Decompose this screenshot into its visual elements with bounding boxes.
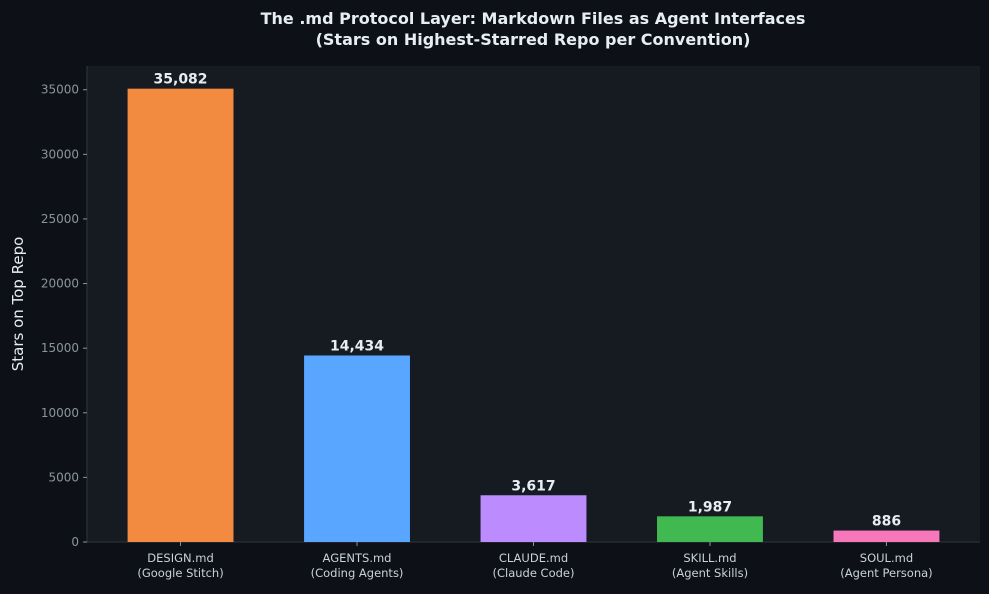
x-tick-sublabel: (Coding Agents) (311, 566, 404, 580)
y-tick-label: 30000 (41, 147, 79, 161)
y-tick-label: 0 (71, 535, 79, 549)
data-label: 1,987 (688, 499, 732, 515)
chart-subtitle: (Stars on Highest-Starred Repo per Conve… (316, 30, 751, 49)
bar (127, 88, 234, 542)
x-tick-sublabel: (Claude Code) (492, 566, 574, 580)
y-tick-label: 35000 (41, 83, 79, 97)
bar (304, 355, 410, 542)
x-tick-label: DESIGN.md (147, 551, 213, 565)
x-tick-sublabel: (Agent Skills) (672, 566, 748, 580)
x-tick-label: CLAUDE.md (499, 551, 568, 565)
bar (833, 530, 940, 542)
x-tick-sublabel: (Agent Persona) (840, 566, 932, 580)
y-tick-label: 10000 (41, 406, 79, 420)
y-tick-label: 5000 (48, 470, 79, 484)
x-tick-sublabel: (Google Stitch) (137, 566, 223, 580)
data-label: 14,434 (330, 338, 384, 354)
plot-area (87, 66, 980, 542)
data-label: 886 (872, 514, 901, 530)
bar (657, 516, 763, 542)
y-tick-label: 25000 (41, 212, 79, 226)
x-tick-label: AGENTS.md (323, 551, 392, 565)
y-axis-label: Stars on Top Repo (9, 237, 27, 372)
y-tick-label: 20000 (41, 277, 79, 291)
x-tick-label: SKILL.md (683, 551, 736, 565)
data-label: 35,082 (154, 72, 208, 88)
bar (480, 495, 587, 542)
chart-title: The .md Protocol Layer: Markdown Files a… (261, 9, 806, 28)
x-tick-label: SOUL.md (860, 551, 913, 565)
y-tick-label: 15000 (41, 341, 79, 355)
data-label: 3,617 (511, 478, 555, 494)
